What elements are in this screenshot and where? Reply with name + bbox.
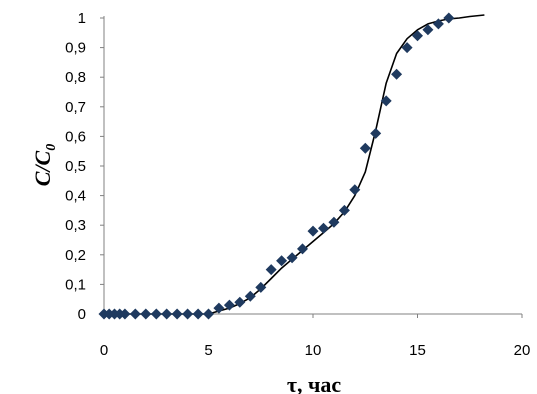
- data-points: [98, 12, 455, 320]
- data-point: [443, 12, 455, 24]
- data-point: [370, 127, 382, 139]
- axes: [103, 16, 522, 315]
- data-point: [307, 225, 319, 237]
- data-point: [412, 30, 423, 42]
- y-tick-label: 0,2: [65, 247, 86, 264]
- data-point: [265, 264, 277, 276]
- data-point: [276, 255, 288, 267]
- y-tick-label: 0,3: [65, 217, 86, 234]
- y-axis-title-subscript: 0: [44, 144, 59, 151]
- y-tick-label: 0,9: [65, 40, 86, 57]
- y-tick-label: 0: [78, 306, 86, 323]
- data-point: [286, 252, 298, 264]
- x-tick-labels: 0 5 10 15 20: [100, 314, 531, 359]
- data-point: [422, 24, 434, 36]
- data-point: [391, 68, 403, 80]
- data-point: [255, 281, 267, 293]
- y-tick-label: 1: [78, 10, 86, 27]
- data-point: [318, 222, 329, 234]
- data-point: [234, 296, 246, 308]
- data-point: [359, 142, 371, 154]
- x-tick-label: 20: [514, 342, 531, 359]
- x-axis-title: τ, час: [287, 372, 342, 394]
- y-tick-label: 0,5: [65, 158, 86, 175]
- fit-curve-line: [104, 14, 485, 315]
- data-point: [140, 308, 152, 320]
- data-point: [129, 308, 141, 320]
- data-point: [328, 216, 340, 228]
- data-point: [213, 302, 225, 314]
- x-tick-label: 15: [409, 342, 426, 359]
- x-tick-label: 0: [100, 342, 108, 359]
- y-tick-labels: 0 0,1 0,2 0,3 0,4 0,5 0,6 0,7 0,8 0,9 1: [65, 10, 104, 323]
- data-point: [150, 308, 162, 320]
- data-point: [244, 290, 256, 302]
- x-tick-label: 10: [305, 342, 322, 359]
- data-point: [182, 308, 194, 320]
- data-point: [401, 42, 413, 54]
- data-point: [297, 243, 308, 255]
- data-point: [192, 308, 204, 320]
- y-axis-title: C/C0: [30, 144, 59, 186]
- data-point: [223, 299, 235, 311]
- fit-curve: [104, 14, 485, 315]
- y-tick-label: 0,8: [65, 69, 86, 86]
- data-point: [119, 308, 131, 320]
- data-point: [338, 204, 350, 216]
- data-point: [161, 308, 173, 320]
- y-axis-title-main: C/C: [30, 150, 55, 186]
- data-point: [171, 308, 183, 320]
- y-tick-label: 0,6: [65, 128, 86, 145]
- data-point: [349, 184, 361, 196]
- data-point: [432, 18, 444, 30]
- y-tick-label: 0,1: [65, 276, 86, 293]
- data-point: [203, 308, 214, 320]
- x-tick-label: 5: [204, 342, 212, 359]
- y-tick-label: 0,7: [65, 99, 86, 116]
- data-point: [380, 95, 392, 107]
- y-tick-label: 0,4: [65, 188, 86, 205]
